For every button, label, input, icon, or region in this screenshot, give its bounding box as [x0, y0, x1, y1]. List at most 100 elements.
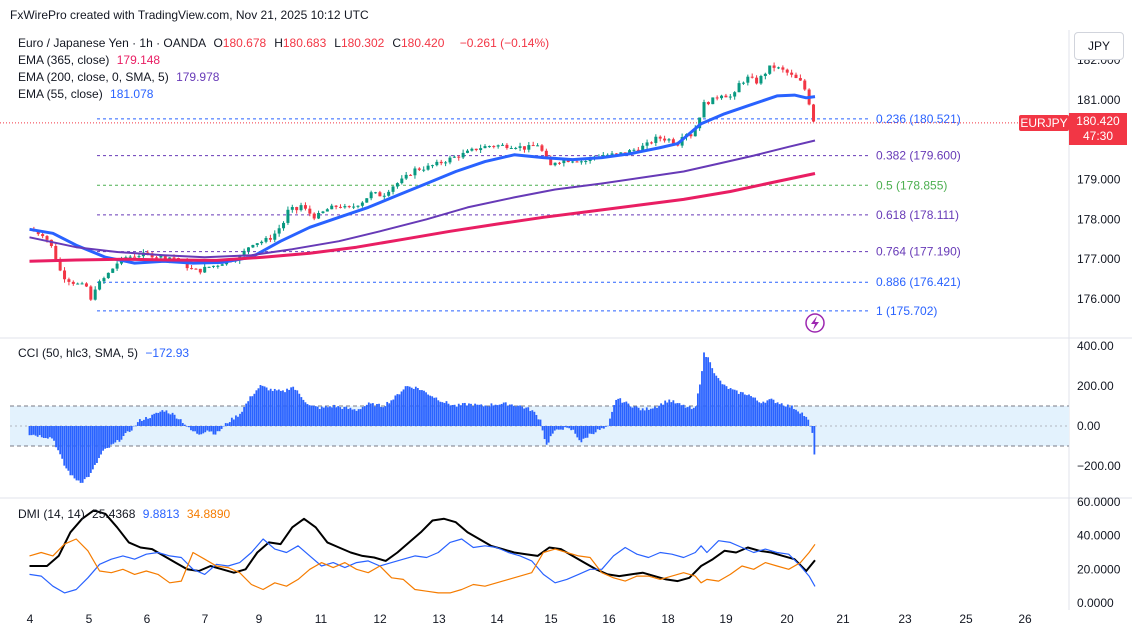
- lightning-icon[interactable]: [805, 313, 825, 333]
- cci-bar: [30, 426, 33, 436]
- ema365-line: [29, 172, 816, 263]
- time-tick-label: 9: [256, 612, 263, 626]
- cci-bar: [357, 409, 360, 426]
- cci-bar: [46, 426, 49, 439]
- candle-body: [400, 178, 404, 184]
- cci-legend[interactable]: CCI (50, hlc3, SMA, 5) −172.93: [18, 345, 193, 362]
- cci-bar: [744, 394, 746, 426]
- cci-bar: [263, 386, 266, 426]
- cci-bar: [521, 406, 524, 426]
- ema365-label: EMA (365, close): [18, 53, 110, 67]
- cci-bar: [513, 405, 515, 426]
- cci-bar: [799, 413, 801, 426]
- cci-bar: [674, 403, 677, 426]
- candle-body: [768, 65, 772, 74]
- candle-body: [470, 148, 474, 151]
- cci-bar: [774, 403, 777, 426]
- candle-body: [509, 148, 513, 150]
- cci-bar: [568, 426, 571, 429]
- cci-bar: [290, 387, 293, 426]
- time-tick-label: 19: [719, 612, 733, 626]
- currency-button[interactable]: JPY: [1074, 32, 1124, 60]
- cci-bar: [339, 407, 342, 426]
- cci-bar: [408, 386, 411, 426]
- candle-body: [790, 72, 794, 75]
- cci-bar: [94, 426, 96, 465]
- symbol-title[interactable]: Euro / Japanese Yen · 1h · OANDA: [18, 36, 207, 50]
- candle-body: [746, 76, 750, 83]
- cci-bar: [684, 407, 687, 426]
- dmi-legend[interactable]: DMI (14, 14) 25.4368 9.8813 34.8890: [18, 506, 234, 523]
- cci-bar: [183, 424, 186, 426]
- cci-bar: [116, 426, 119, 441]
- cci-bar: [482, 406, 485, 426]
- candle-body: [356, 205, 360, 207]
- cci-bar: [660, 403, 662, 426]
- ema200-label: EMA (200, close, 0, SMA, 5): [18, 70, 169, 84]
- candle-body: [84, 283, 88, 287]
- cci-bar: [124, 426, 127, 434]
- candle-body: [514, 147, 518, 149]
- cci-bar: [369, 403, 372, 426]
- cci-bar: [797, 411, 799, 426]
- cci-bar: [306, 404, 309, 426]
- price-tick-label: 177.000: [1077, 252, 1121, 266]
- cci-bar: [476, 404, 479, 426]
- candle-body: [98, 281, 102, 290]
- cci-bar: [756, 400, 759, 426]
- candle-body: [247, 247, 250, 251]
- cci-bar: [441, 402, 444, 426]
- cci-bar: [537, 419, 540, 426]
- dmi-tick-label: 20.0000: [1077, 562, 1121, 576]
- candle-body: [417, 168, 421, 170]
- cci-bar: [212, 426, 215, 435]
- cci-bar: [451, 404, 454, 426]
- cci-bar: [421, 390, 423, 426]
- candle-body: [54, 245, 58, 260]
- cci-bar: [764, 402, 767, 426]
- cci-bar: [218, 426, 221, 432]
- cci-bar: [453, 404, 456, 426]
- cci-bar: [112, 426, 115, 444]
- cci-bar: [36, 426, 39, 437]
- candle-body: [522, 146, 526, 150]
- candle-body: [584, 161, 588, 163]
- candle-body: [785, 69, 789, 73]
- cci-bar: [580, 426, 583, 443]
- cci-bar: [466, 405, 468, 426]
- cci-tick-label: 200.00: [1077, 379, 1114, 393]
- cci-bar: [688, 406, 691, 426]
- ema200-legend[interactable]: EMA (200, close, 0, SMA, 5) 179.978: [18, 69, 553, 86]
- cci-bar: [549, 426, 552, 437]
- cci-bar: [271, 390, 274, 426]
- cci-bar: [333, 404, 335, 426]
- cci-bar: [506, 405, 509, 426]
- cci-bar: [474, 403, 476, 426]
- candle-body: [347, 206, 351, 208]
- cci-bar: [631, 407, 634, 426]
- cci-bar: [594, 426, 597, 433]
- cci-bar: [122, 426, 125, 437]
- cci-bar: [776, 402, 779, 426]
- cci-bar: [545, 426, 548, 445]
- cci-bar: [308, 405, 311, 426]
- candle-body: [540, 145, 544, 151]
- cci-bar: [431, 396, 434, 426]
- ema365-legend[interactable]: EMA (365, close) 179.148: [18, 52, 553, 69]
- cci-bar: [435, 397, 438, 426]
- cci-bar: [42, 426, 45, 438]
- cci-bar: [400, 391, 403, 426]
- cci-bar: [510, 404, 513, 426]
- ema55-label: EMA (55, close): [18, 87, 103, 101]
- cci-bar: [678, 403, 681, 426]
- cci-bar: [404, 386, 407, 426]
- cci-bar: [163, 411, 166, 426]
- cci-bar: [457, 403, 460, 426]
- candle-body: [636, 149, 640, 151]
- ema55-legend[interactable]: EMA (55, close) 181.078: [18, 86, 553, 103]
- cci-bar: [429, 395, 432, 426]
- cci-bar: [498, 404, 501, 426]
- price-tick-label: 176.000: [1077, 292, 1121, 306]
- cci-bar: [504, 402, 507, 426]
